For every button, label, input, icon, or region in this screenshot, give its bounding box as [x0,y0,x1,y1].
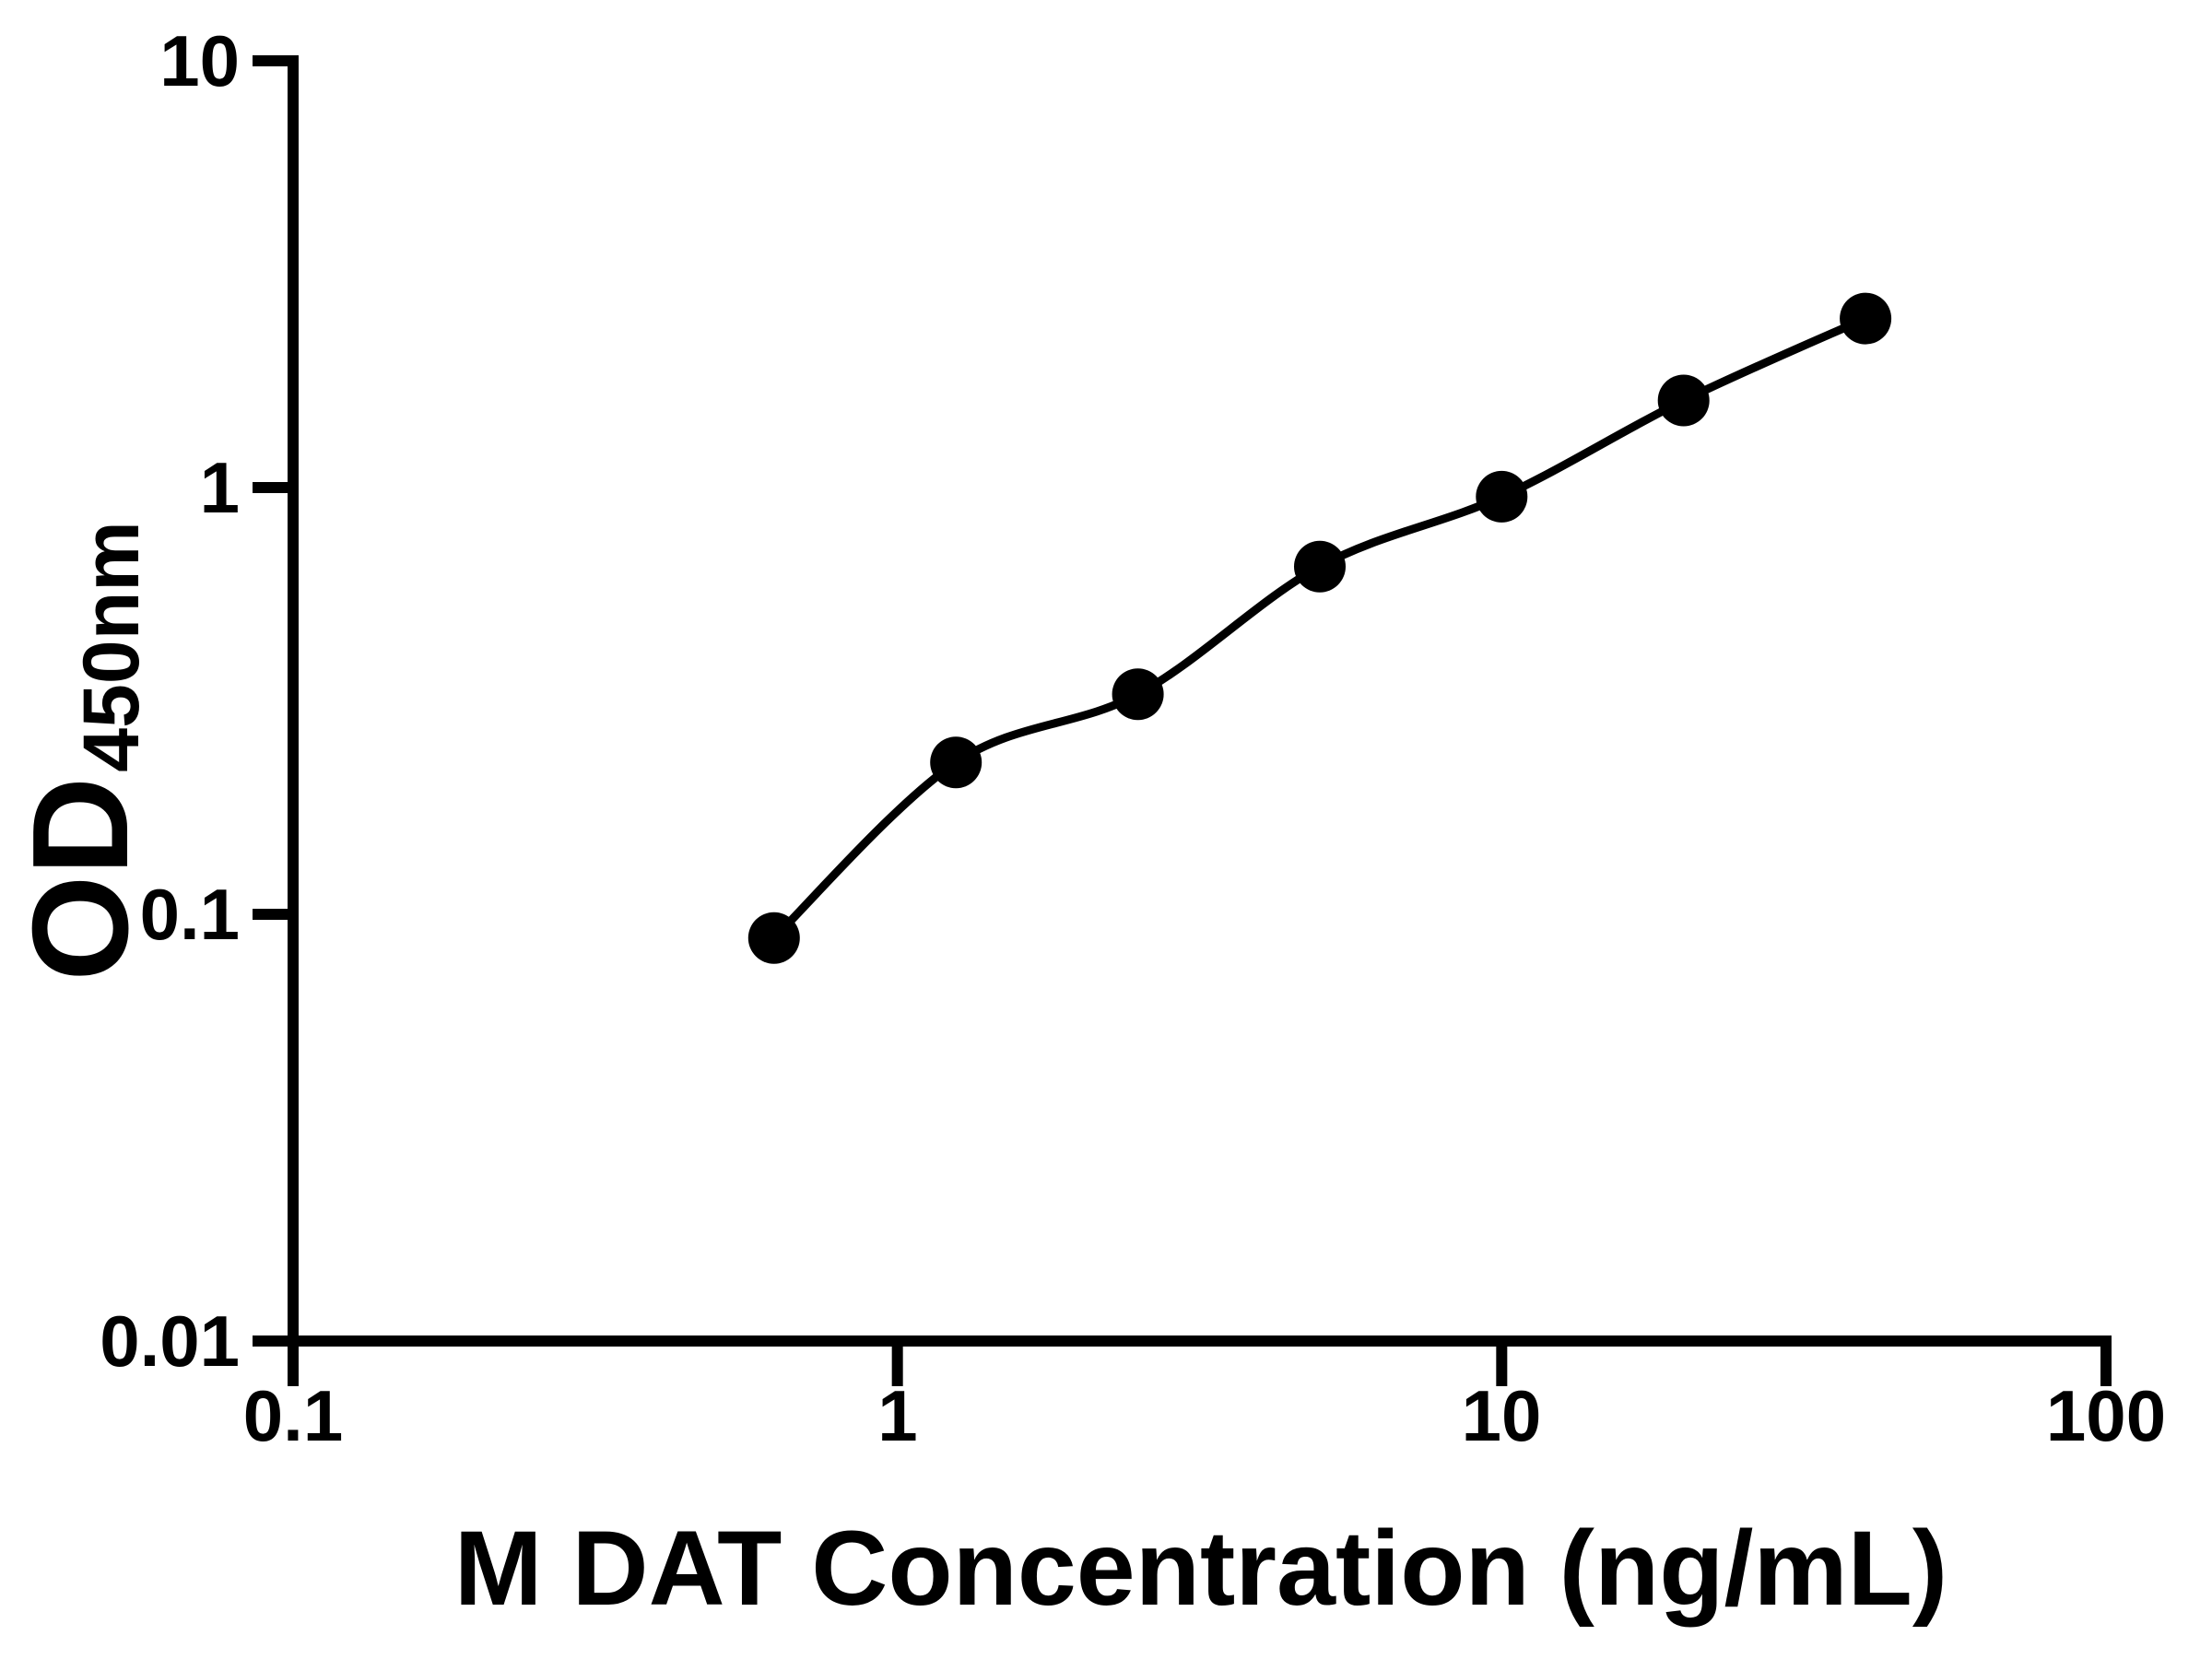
x-axis-title-text: M DAT Concentration (ng/mL) [453,1510,1948,1628]
y-axis-title: OD450nm [5,521,157,982]
data-point-1.25 [930,736,982,789]
x-tick-label-0.1: 0.1 [242,1375,344,1456]
x-axis-title: M DAT Concentration (ng/mL) [454,1516,1947,1622]
data-point-20 [1657,374,1710,427]
data-point-5 [1294,540,1346,593]
x-tick-label-10: 10 [1461,1375,1542,1456]
x-tick-label-100: 100 [2045,1375,2167,1456]
y-tick-label-0.1: 0.1 [139,874,240,955]
y-axis-title-main: OD [5,776,157,982]
y-tick-label-1: 1 [199,447,240,528]
data-point-10 [1476,470,1528,523]
x-tick-label-1: 1 [877,1375,918,1456]
data-point-0.625 [747,912,800,964]
axes [253,55,2112,1386]
y-tick-label-10: 10 [159,20,240,101]
data-point-2.5 [1112,668,1164,721]
y-tick-label-0.01: 0.01 [100,1300,240,1382]
data-point-40 [1840,292,1892,345]
y-axis-title-subscript: 450nm [67,521,157,772]
data-points [747,292,1892,964]
